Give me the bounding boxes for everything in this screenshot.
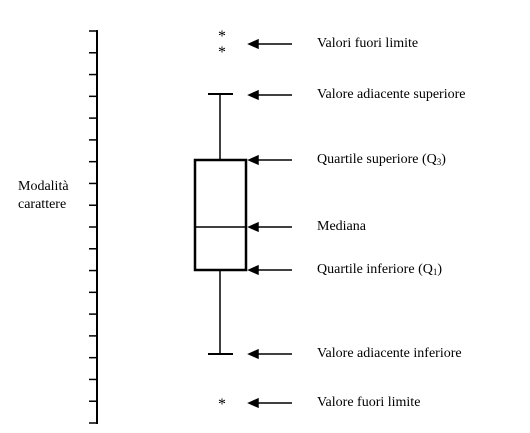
axis-ticks: [89, 30, 97, 424]
label-upper-quartile: Quartile superiore (Q3): [317, 152, 446, 170]
label-lower-quartile-sub: 1: [432, 267, 438, 277]
axis-title: Modalità carattere: [18, 178, 69, 214]
label-lower-quartile-prefix: Quartile inferiore (Q: [317, 262, 433, 277]
label-upper-quartile-prefix: Quartile superiore (Q: [317, 152, 437, 167]
interquartile-box: [193, 158, 248, 272]
label-lower-adjacent: Valore adiacente inferiore: [317, 346, 462, 361]
label-lower-quartile-suffix: ): [437, 262, 443, 277]
outlier-marker-top-1: *: [218, 28, 226, 45]
outlier-marker-top-2: *: [218, 44, 226, 61]
axis-title-line2: carattere: [18, 197, 67, 212]
outlier-marker-bottom: *: [218, 396, 226, 413]
label-upper-adjacent: Valore adiacente superiore: [317, 87, 466, 102]
label-upper-quartile-suffix: ): [441, 152, 446, 167]
label-median: Mediana: [317, 219, 366, 234]
axis-title-line1: Modalità: [18, 179, 69, 194]
arrows: [247, 38, 292, 409]
label-lower-quartile: Quartile inferiore (Q1): [317, 262, 442, 280]
label-outlier-bottom: Valore fuori limite: [317, 395, 421, 410]
label-upper-quartile-sub: 3: [436, 157, 442, 167]
label-outliers-top: Valori fuori limite: [317, 36, 419, 51]
